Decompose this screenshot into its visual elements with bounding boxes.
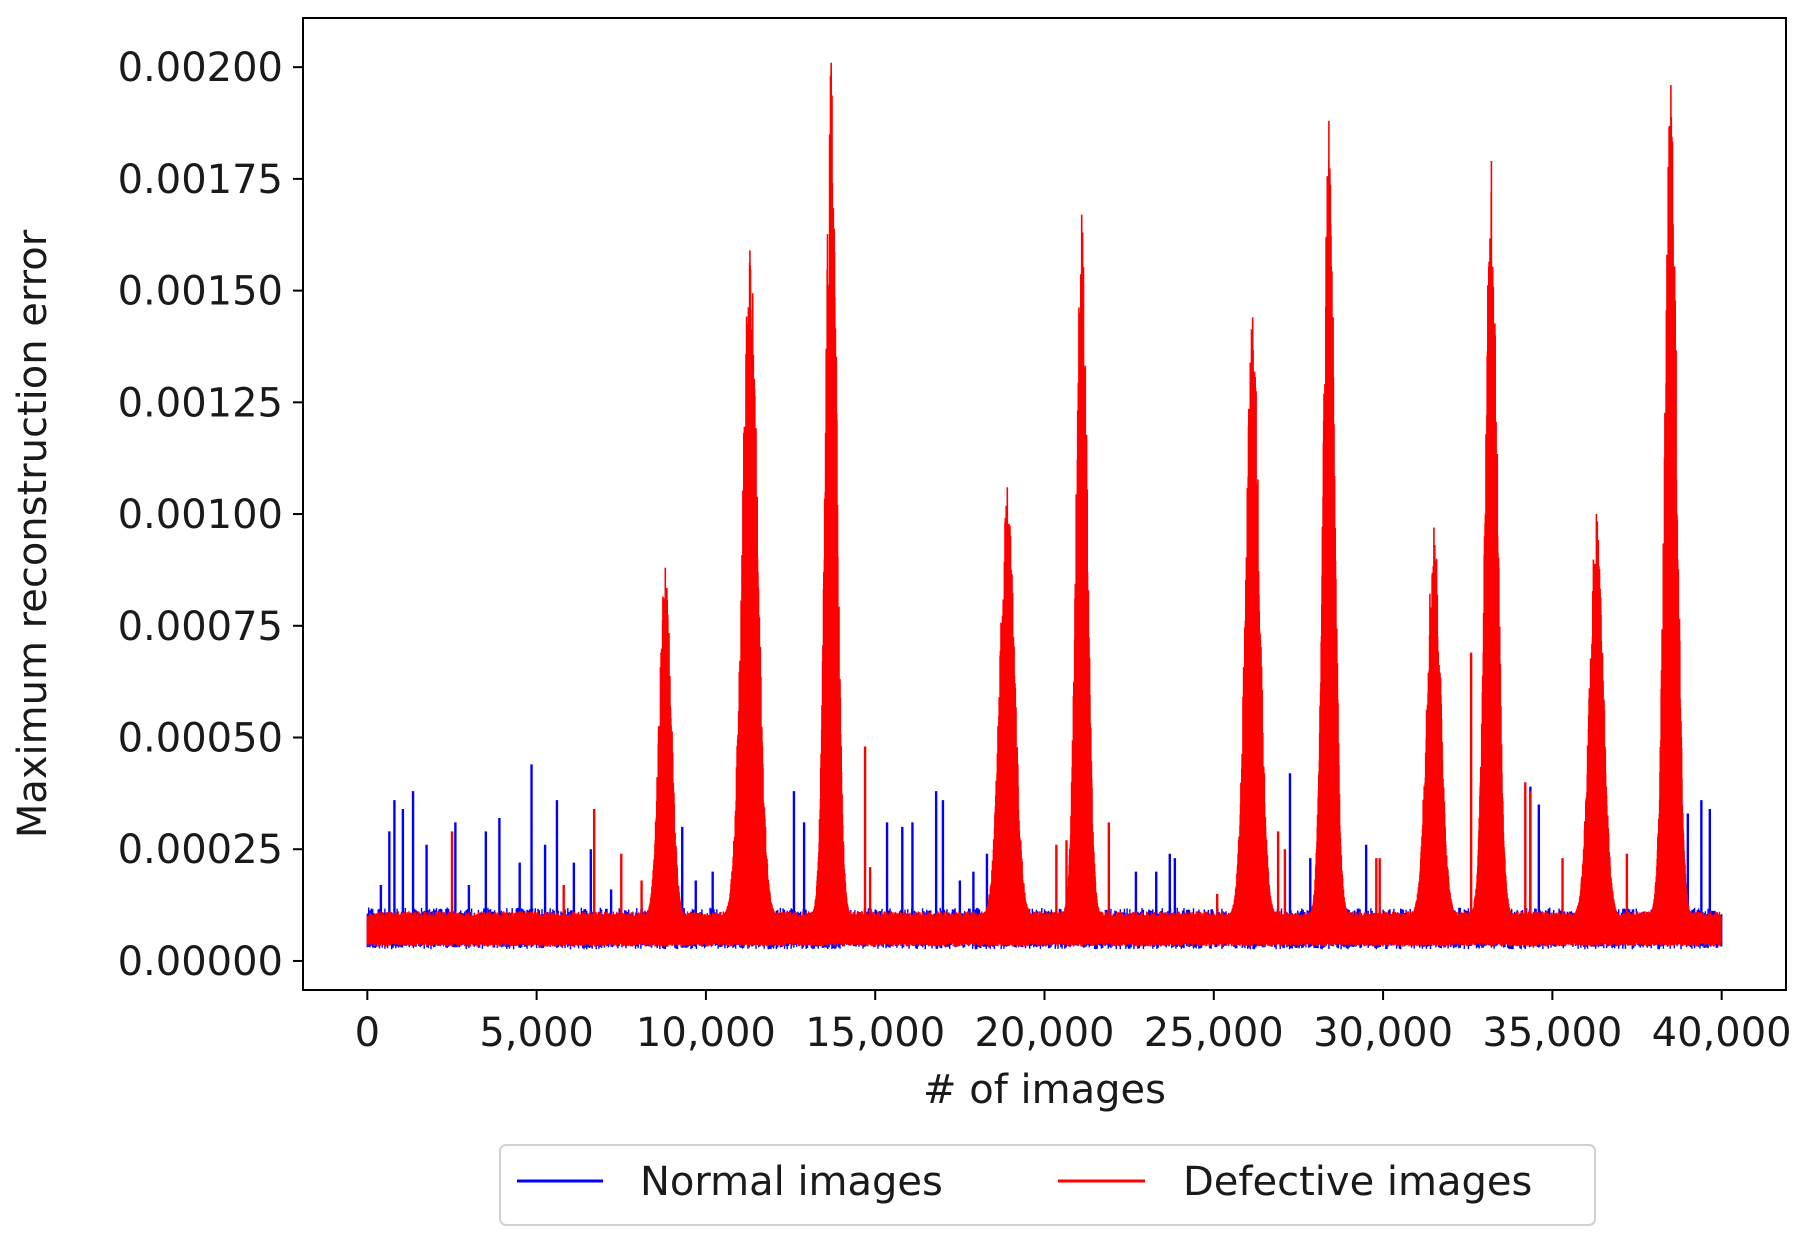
series-peak bbox=[640, 567, 690, 944]
y-tick-label: 0.00150 bbox=[118, 269, 283, 315]
legend-box bbox=[499, 1144, 1596, 1226]
series-peak bbox=[1466, 161, 1516, 944]
x-tick-label: 20,000 bbox=[975, 1010, 1115, 1056]
y-axis: 0.00000 0.00025 0.00050 0.00075 0.00100 0.001… bbox=[118, 45, 303, 985]
series-peak bbox=[1568, 514, 1624, 944]
x-tick-label: 25,000 bbox=[1144, 1010, 1284, 1056]
series-defective-images bbox=[366, 62, 1722, 947]
series-peak bbox=[808, 62, 854, 944]
y-tick-label: 0.00100 bbox=[118, 492, 283, 538]
series-baseline-band bbox=[366, 911, 1722, 947]
y-tick-label: 0.00000 bbox=[118, 939, 283, 985]
x-tick-label: 30,000 bbox=[1313, 1010, 1453, 1056]
series-peak bbox=[1058, 214, 1105, 944]
legend-entry-normal-images: Normal images bbox=[640, 1159, 943, 1205]
x-tick-label: 0 bbox=[355, 1010, 380, 1056]
y-tick-label: 0.00075 bbox=[118, 604, 283, 650]
series-peak bbox=[1406, 527, 1462, 944]
series-peak bbox=[1646, 85, 1696, 944]
legend: Normal images Defective images bbox=[499, 1144, 1596, 1226]
x-tick-label: 15,000 bbox=[805, 1010, 945, 1056]
series-peak bbox=[718, 250, 782, 944]
x-tick-label: 5,000 bbox=[479, 1010, 594, 1056]
legend-entry-defective-images: Defective images bbox=[1183, 1159, 1532, 1205]
series-peak bbox=[977, 487, 1037, 944]
plot-area-frame bbox=[302, 17, 1787, 991]
x-axis: 0 5,000 10,000 15,000 20,000 25,000 30,000 35,0… bbox=[355, 990, 1792, 1056]
y-tick-label: 0.00175 bbox=[118, 157, 283, 203]
y-tick-label: 0.00125 bbox=[118, 380, 283, 426]
x-axis-label: # of images bbox=[923, 1067, 1166, 1113]
y-tick-label: 0.00200 bbox=[118, 45, 283, 91]
series-peak bbox=[1306, 120, 1352, 944]
series-peak bbox=[1224, 317, 1281, 944]
y-tick-label: 0.00050 bbox=[118, 716, 283, 762]
y-tick-label: 0.00025 bbox=[118, 827, 283, 873]
x-tick-label: 40,000 bbox=[1652, 1010, 1792, 1056]
y-axis-label: Maximum reconstruction error bbox=[10, 229, 56, 838]
x-tick-label: 10,000 bbox=[636, 1010, 776, 1056]
x-tick-label: 35,000 bbox=[1482, 1010, 1622, 1056]
